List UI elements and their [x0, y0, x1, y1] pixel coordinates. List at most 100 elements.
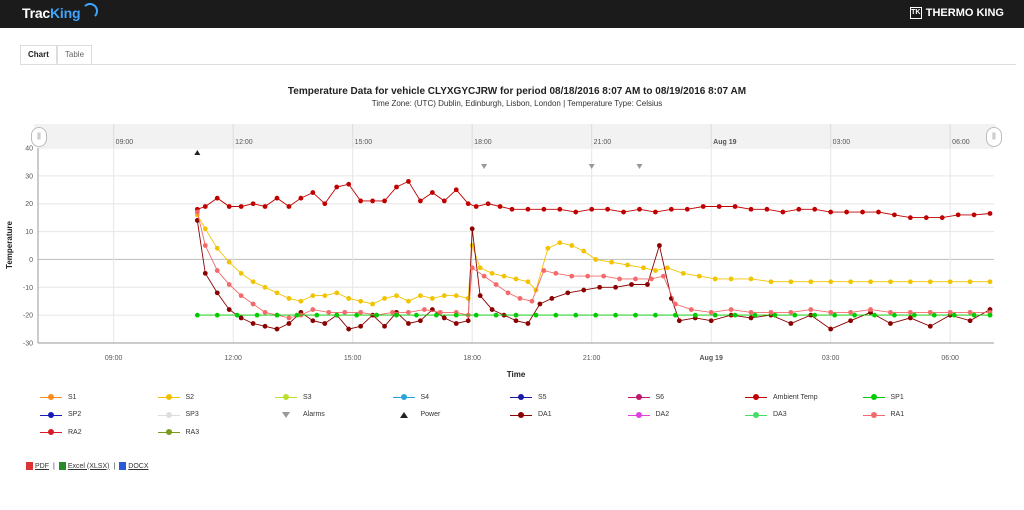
data-point[interactable] [752, 312, 758, 318]
data-point[interactable] [828, 209, 834, 215]
data-point[interactable] [370, 301, 375, 307]
data-point[interactable] [621, 209, 626, 215]
data-point[interactable] [601, 273, 607, 279]
data-point[interactable] [342, 309, 348, 315]
data-point[interactable] [545, 245, 551, 251]
data-point[interactable] [370, 198, 375, 204]
data-point[interactable] [202, 243, 208, 248]
data-point[interactable] [326, 309, 332, 315]
data-point[interactable] [274, 195, 280, 201]
data-point[interactable] [194, 218, 200, 223]
navigator-left-handle[interactable]: || [31, 127, 47, 147]
data-point[interactable] [441, 198, 447, 204]
data-point[interactable] [390, 309, 395, 315]
data-point[interactable] [557, 240, 563, 246]
data-point[interactable] [828, 326, 834, 332]
data-point[interactable] [310, 318, 316, 324]
data-point[interactable] [394, 293, 399, 299]
data-point[interactable] [234, 312, 240, 318]
data-point[interactable] [262, 309, 268, 315]
data-point[interactable] [509, 206, 515, 212]
data-point[interactable] [557, 206, 563, 212]
data-point[interactable] [294, 312, 300, 318]
data-point[interactable] [469, 265, 475, 271]
data-point[interactable] [951, 312, 957, 318]
data-point[interactable] [987, 211, 993, 216]
data-point[interactable] [310, 293, 316, 299]
data-point[interactable] [525, 206, 531, 212]
data-point[interactable] [788, 279, 794, 285]
data-point[interactable] [226, 307, 232, 312]
data-point[interactable] [967, 318, 973, 324]
legend-item-s3[interactable]: S3 [275, 391, 312, 403]
data-point[interactable] [250, 321, 256, 326]
data-point[interactable] [394, 312, 399, 318]
data-point[interactable] [728, 307, 734, 312]
data-point[interactable] [653, 268, 658, 273]
data-point[interactable] [668, 206, 674, 212]
legend-item-ra1[interactable]: RA1 [862, 409, 904, 421]
data-point[interactable] [485, 201, 491, 207]
data-point[interactable] [696, 273, 702, 279]
data-point[interactable] [382, 296, 387, 301]
data-point[interactable] [808, 307, 814, 312]
data-point[interactable] [286, 296, 292, 301]
data-point[interactable] [513, 276, 519, 282]
data-point[interactable] [262, 204, 268, 209]
data-point[interactable] [406, 298, 411, 304]
data-point[interactable] [513, 318, 519, 324]
data-point[interactable] [593, 312, 599, 318]
legend-item-sp2[interactable]: SP2 [40, 409, 81, 421]
data-point[interactable] [469, 226, 475, 232]
data-point[interactable] [505, 290, 511, 296]
data-point[interactable] [238, 270, 244, 276]
data-point[interactable] [927, 323, 933, 329]
data-point[interactable] [262, 323, 268, 329]
data-point[interactable] [238, 293, 244, 299]
data-point[interactable] [298, 195, 304, 201]
data-point[interactable] [374, 312, 379, 318]
data-point[interactable] [493, 282, 499, 287]
data-point[interactable] [613, 312, 618, 318]
data-point[interactable] [214, 312, 220, 318]
data-point[interactable] [334, 312, 340, 318]
data-point[interactable] [529, 298, 535, 304]
data-point[interactable] [657, 243, 662, 248]
data-point[interactable] [481, 273, 487, 279]
tracking-logo[interactable]: TracKing [22, 5, 81, 21]
data-point[interactable] [581, 287, 587, 293]
data-point[interactable] [923, 215, 929, 221]
power-marker[interactable] [194, 150, 201, 155]
data-point[interactable] [955, 212, 961, 218]
data-point[interactable] [453, 293, 459, 299]
data-point[interactable] [501, 273, 507, 279]
data-point[interactable] [593, 257, 599, 262]
data-point[interactable] [473, 204, 479, 209]
data-point[interactable] [641, 265, 646, 271]
data-point[interactable] [406, 179, 411, 184]
data-point[interactable] [214, 245, 220, 251]
data-point[interactable] [692, 312, 698, 318]
legend-item-sp1[interactable]: SP1 [862, 391, 904, 403]
data-point[interactable] [477, 293, 483, 299]
data-point[interactable] [358, 323, 364, 329]
legend-item-s2[interactable]: S2 [157, 391, 194, 403]
data-point[interactable] [712, 276, 718, 282]
data-point[interactable] [672, 301, 678, 307]
data-point[interactable] [645, 282, 650, 287]
data-point[interactable] [708, 309, 714, 315]
data-point[interactable] [828, 279, 834, 285]
data-point[interactable] [947, 309, 953, 315]
data-point[interactable] [633, 276, 638, 282]
data-point[interactable] [660, 273, 666, 279]
data-point[interactable] [465, 318, 471, 324]
data-point[interactable] [888, 279, 893, 285]
navigator-strip[interactable] [34, 124, 996, 147]
data-point[interactable] [298, 298, 304, 304]
data-point[interactable] [274, 290, 280, 296]
data-point[interactable] [406, 309, 411, 315]
data-point[interactable] [453, 321, 459, 326]
data-point[interactable] [967, 279, 973, 285]
data-point[interactable] [194, 209, 200, 215]
data-point[interactable] [672, 312, 678, 318]
